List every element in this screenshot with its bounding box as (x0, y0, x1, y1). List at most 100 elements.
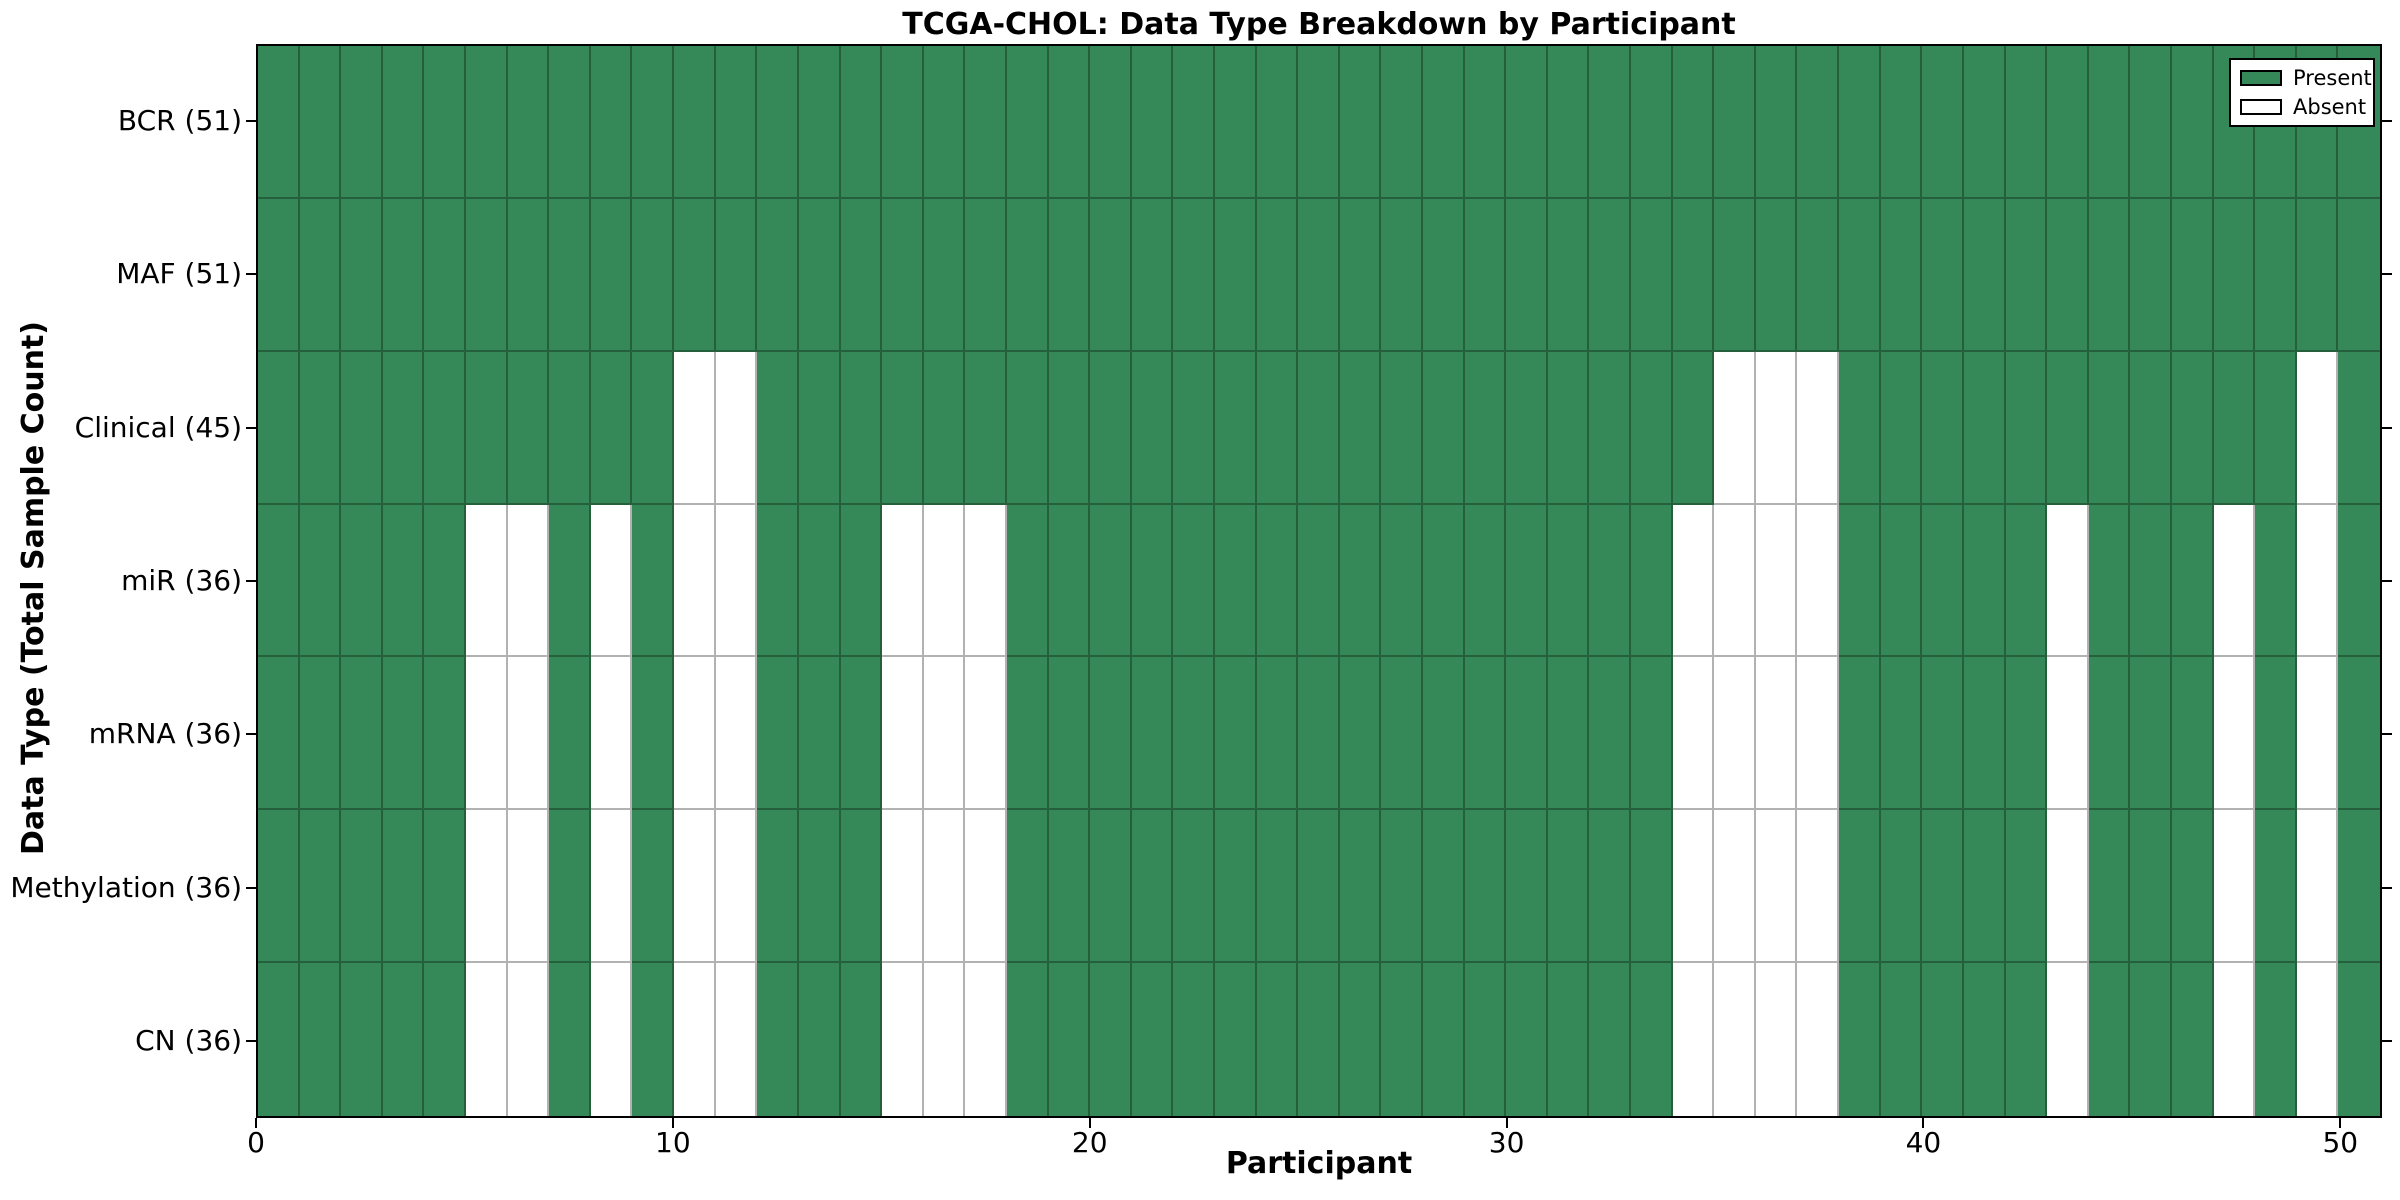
heatmap-cell (632, 657, 675, 811)
chart-title: TCGA-CHOL: Data Type Breakdown by Partic… (902, 7, 1736, 42)
heatmap-cell (1214, 504, 1257, 658)
heatmap-cell (1755, 963, 1798, 1116)
heatmap-cell (2255, 198, 2297, 352)
heatmap-cell (2296, 351, 2339, 505)
heatmap-cell (1256, 963, 1299, 1116)
heatmap-cell (1298, 504, 1340, 658)
y-tick-label: mRNA (36) (88, 717, 242, 751)
heatmap-cell (1464, 351, 1507, 505)
heatmap-cell (466, 504, 508, 658)
heatmap-cell (1006, 46, 1049, 199)
heatmap-cell (1339, 657, 1382, 811)
heatmap-cell (2338, 198, 2380, 352)
heatmap-cell (840, 46, 883, 199)
heatmap-cell (2171, 810, 2214, 964)
heatmap-cell (341, 46, 383, 199)
heatmap-cell (1922, 198, 1964, 352)
heatmap-cell (2088, 504, 2131, 658)
heatmap-cell (1048, 198, 1091, 352)
heatmap-cell (1381, 810, 1424, 964)
heatmap-cell (757, 657, 799, 811)
heatmap-cell (341, 810, 383, 964)
heatmap-cell (1631, 198, 1673, 352)
heatmap-cell (341, 963, 383, 1116)
heatmap-cell (965, 351, 1007, 505)
heatmap-cell (1839, 504, 1881, 658)
heatmap-cell (1755, 198, 1798, 352)
heatmap-cell (1963, 198, 2006, 352)
heatmap-cell (1214, 198, 1257, 352)
heatmap-cell (1547, 810, 1590, 964)
heatmap-cell (1839, 46, 1881, 199)
heatmap-cell (2130, 810, 2172, 964)
heatmap-cell (1423, 46, 1465, 199)
heatmap-cell (466, 46, 508, 199)
heatmap-cell (2047, 351, 2089, 505)
heatmap-cell (1672, 657, 1715, 811)
heatmap-cell (1839, 810, 1881, 964)
x-tick-label: 10 (655, 1126, 691, 1159)
heatmap-cell (1256, 810, 1299, 964)
present-swatch (2240, 70, 2282, 86)
heatmap-cell (1963, 963, 2006, 1116)
heatmap-cell (2213, 504, 2256, 658)
heatmap-cell (1880, 351, 1923, 505)
heatmap-cell (2171, 657, 2214, 811)
heatmap-cell (965, 504, 1007, 658)
heatmap-cell (923, 198, 966, 352)
heatmap-cell (1464, 198, 1507, 352)
heatmap-cell (2088, 198, 2131, 352)
heatmap-cell (2005, 810, 2048, 964)
heatmap-cell (258, 351, 300, 505)
heatmap-cell (840, 657, 883, 811)
heatmap-cell (590, 198, 633, 352)
heatmap-cell (882, 198, 924, 352)
heatmap-cell (1589, 351, 1632, 505)
heatmap-cell (1256, 504, 1299, 658)
heatmap-cell (965, 810, 1007, 964)
heatmap-cell (715, 810, 758, 964)
heatmap-cell (757, 810, 799, 964)
heatmap-cell (923, 46, 966, 199)
heatmap-cell (1963, 657, 2006, 811)
heatmap-cell (1048, 963, 1091, 1116)
heatmap-cell (2005, 504, 2048, 658)
heatmap-cell (341, 351, 383, 505)
heatmap-cell (1214, 810, 1257, 964)
heatmap-cell (2130, 198, 2172, 352)
heatmap-cell (258, 198, 300, 352)
heatmap-cell (1631, 810, 1673, 964)
heatmap-cell (1880, 963, 1923, 1116)
heatmap-cell (840, 351, 883, 505)
tick-mark (671, 1118, 674, 1128)
heatmap-cell (2130, 46, 2172, 199)
heatmap-cell (1506, 963, 1548, 1116)
heatmap-cell (798, 657, 841, 811)
heatmap-cell (2005, 657, 2048, 811)
heatmap-cell (2088, 46, 2131, 199)
heatmap-cell (798, 351, 841, 505)
heatmap-cell (2255, 504, 2297, 658)
heatmap-cell (2047, 198, 2089, 352)
heatmap-cell (2088, 351, 2131, 505)
heatmap-cell (1631, 351, 1673, 505)
heatmap-cell (2255, 810, 2297, 964)
heatmap-cell (674, 46, 716, 199)
heatmap-cell (757, 46, 799, 199)
heatmap-cell (798, 504, 841, 658)
heatmap-cell (1839, 351, 1881, 505)
heatmap-cell (1839, 963, 1881, 1116)
heatmap-cell (299, 810, 342, 964)
heatmap-cell (1298, 46, 1340, 199)
heatmap-cell (1006, 810, 1049, 964)
heatmap-cell (590, 963, 633, 1116)
heatmap-cell (1381, 46, 1424, 199)
heatmap-cell (299, 46, 342, 199)
heatmap-cell (1506, 810, 1548, 964)
heatmap-cell (424, 46, 467, 199)
heatmap-cell (549, 46, 591, 199)
heatmap-cell (1006, 963, 1049, 1116)
heatmap-cell (2171, 351, 2214, 505)
legend: Present Absent (2229, 58, 2375, 127)
heatmap-cell (2338, 504, 2380, 658)
